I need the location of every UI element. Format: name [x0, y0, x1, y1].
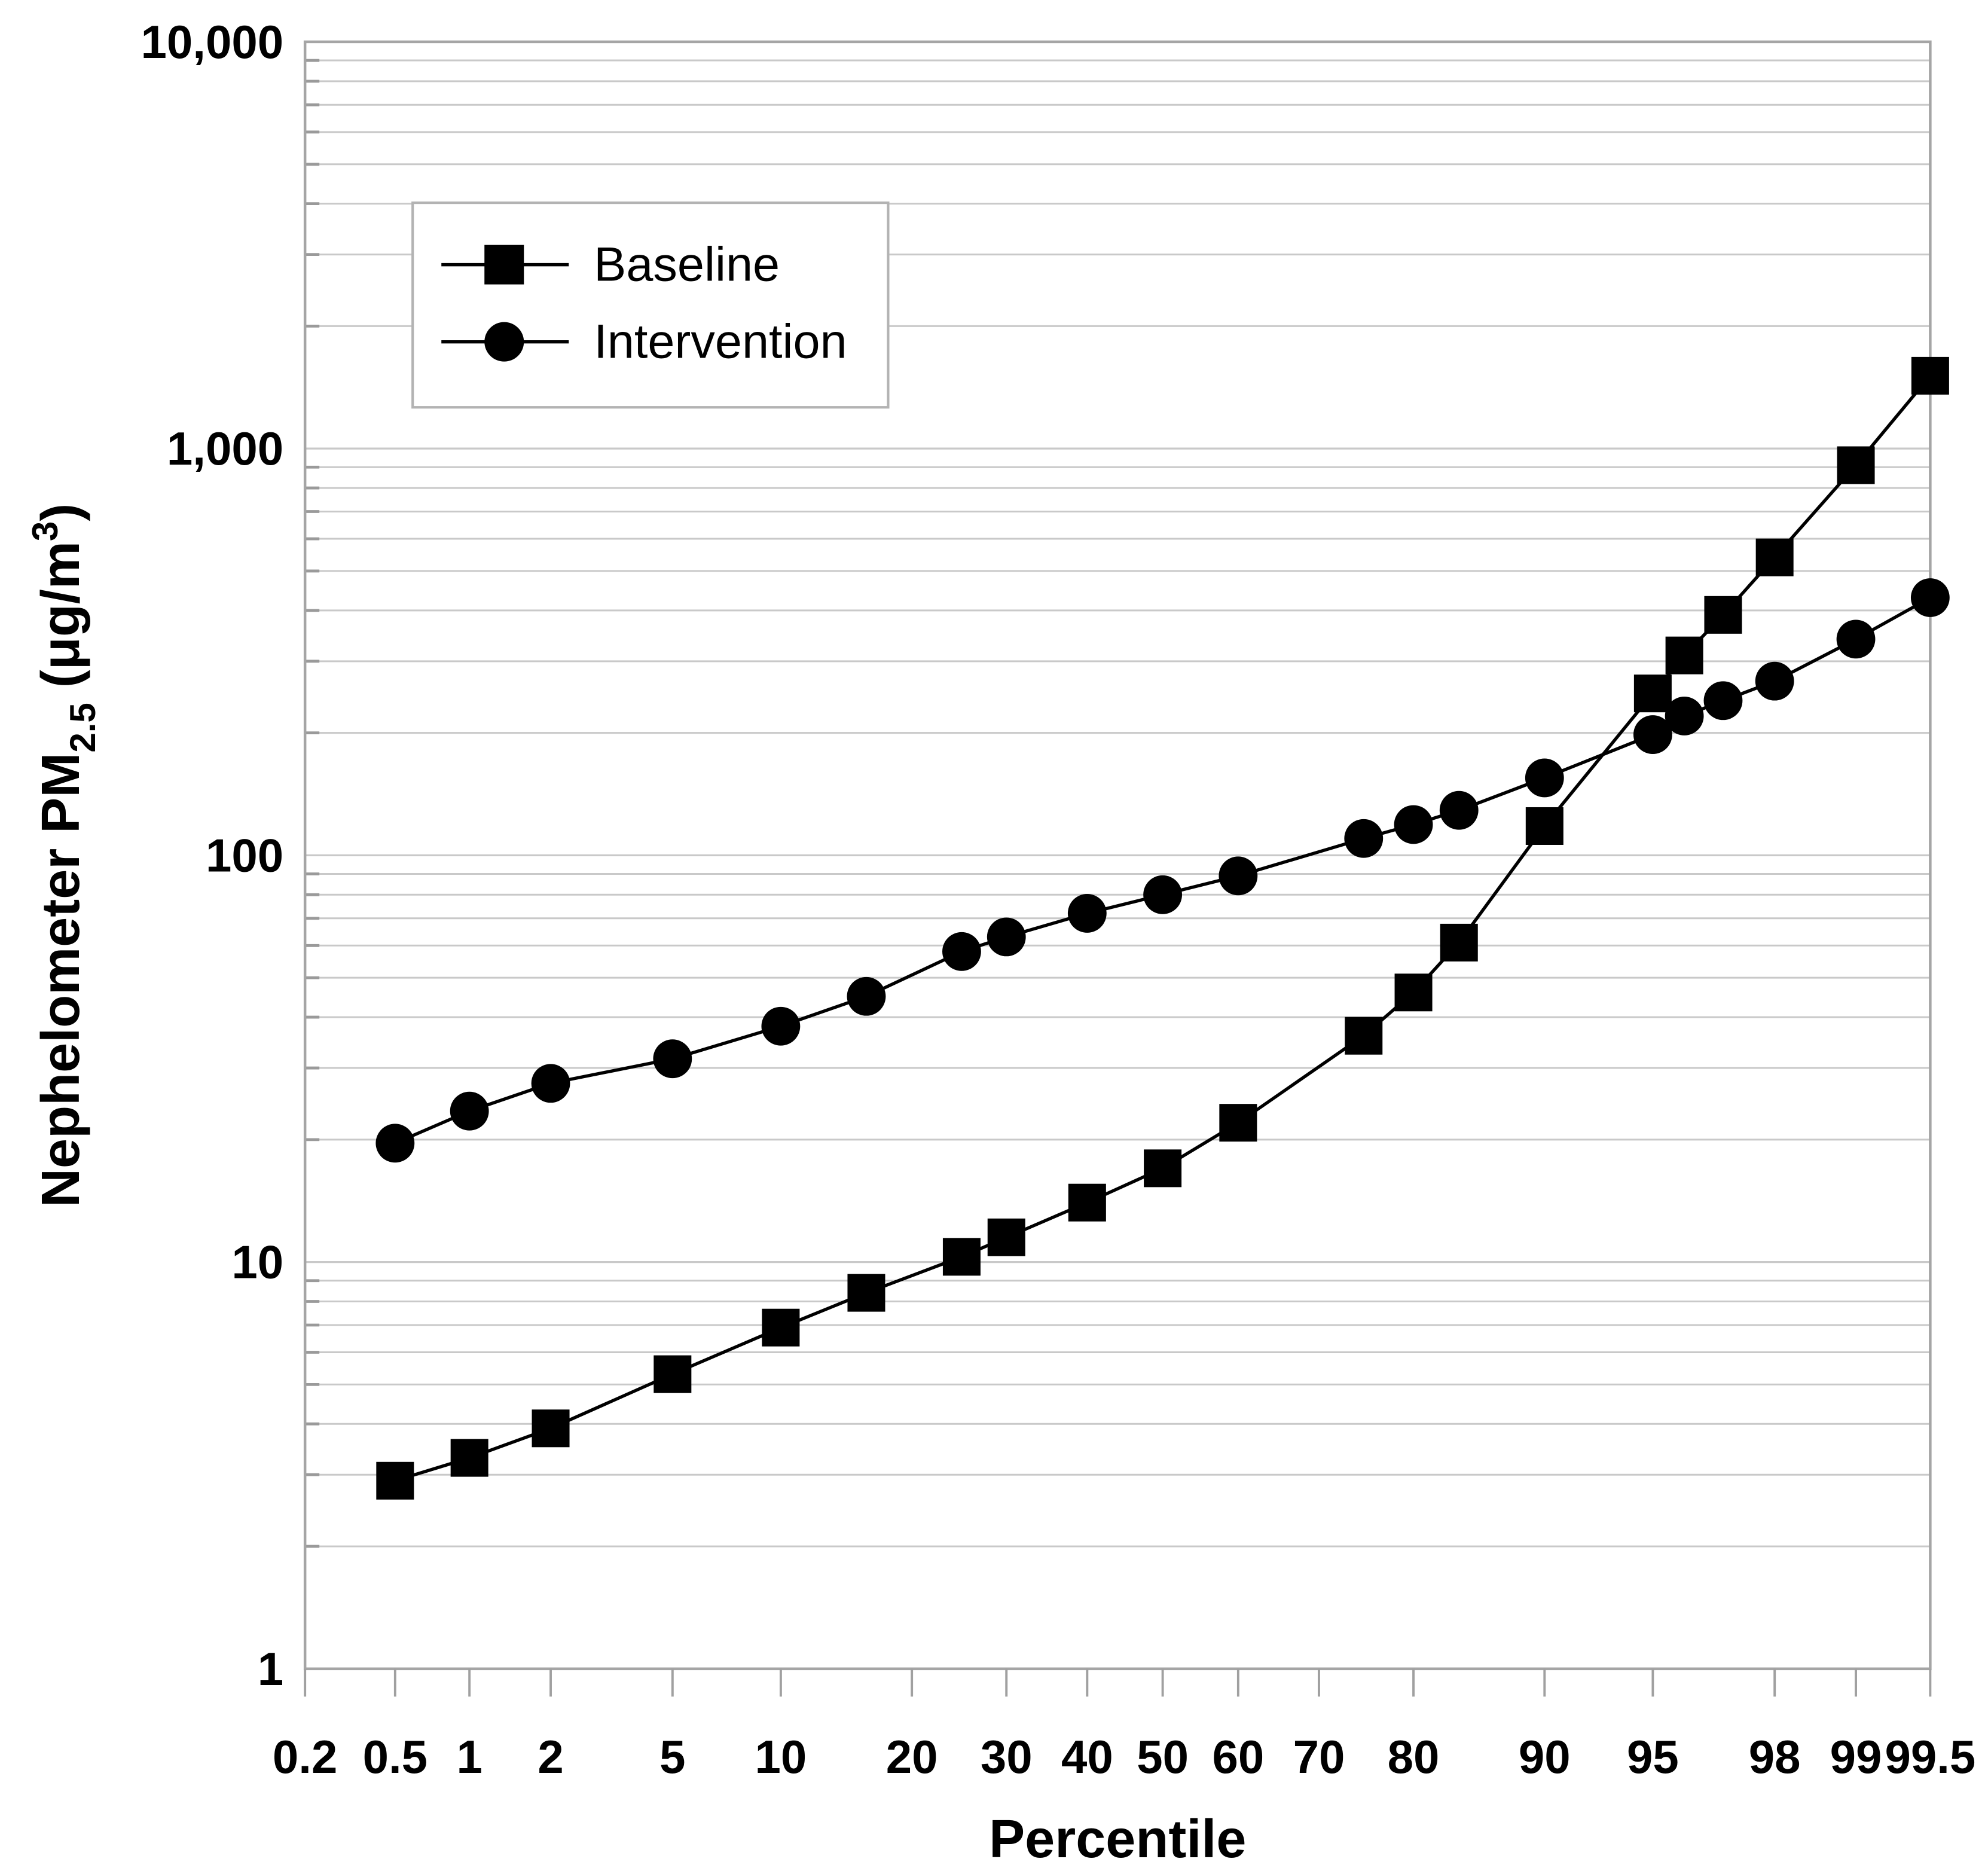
x-tick-label-60: 60: [1212, 1730, 1264, 1783]
y-axis-title-part: (μg/m: [31, 541, 91, 703]
y-axis-ticks: [305, 59, 320, 1548]
intervention-marker-circle: [450, 1091, 489, 1131]
gridlines: [305, 59, 1931, 1547]
intervention-marker-circle: [1067, 894, 1107, 933]
x-tick-label-70: 70: [1293, 1730, 1345, 1783]
baseline-marker-square: [987, 1218, 1025, 1256]
intervention-marker-circle: [1910, 578, 1950, 617]
x-tick-label-10: 10: [755, 1730, 807, 1783]
intervention-marker-circle: [1219, 856, 1258, 896]
baseline-marker-square: [1068, 1183, 1106, 1222]
x-axis-title: Percentile: [989, 1809, 1246, 1868]
x-tick-label-80: 80: [1388, 1730, 1440, 1783]
x-tick-label-2: 2: [538, 1730, 563, 1783]
y-tick-label-10: 10: [231, 1236, 283, 1289]
legend-item-baseline: Baseline: [441, 238, 780, 292]
legend-box: [411, 202, 890, 409]
baseline-marker-square: [1665, 636, 1703, 674]
y-axis-title: Nephelometer PM2.5 (μg/m3): [25, 503, 103, 1207]
baseline-marker-square: [376, 1461, 414, 1500]
plot-area-frame: [303, 40, 1932, 1671]
x-tick-label-30: 30: [981, 1730, 1033, 1783]
x-tick-label-0.2: 0.2: [273, 1730, 337, 1783]
baseline-marker-square: [1755, 538, 1794, 576]
intervention-marker-circle: [1525, 758, 1564, 798]
intervention-marker-circle: [531, 1064, 570, 1103]
baseline-marker-square: [1345, 1017, 1383, 1055]
intervention-marker-circle: [761, 1006, 801, 1046]
legend-circle-marker-icon: [484, 322, 524, 362]
baseline-marker-square: [847, 1274, 885, 1312]
legend-item-intervention: Intervention: [441, 315, 847, 369]
intervention-marker-circle: [1143, 875, 1183, 914]
baseline-series: [376, 356, 1949, 1500]
y-axis-title-part: ): [31, 503, 91, 521]
intervention-marker-circle: [653, 1039, 692, 1079]
baseline-marker-square: [1394, 973, 1433, 1012]
x-tick-label-1: 1: [456, 1730, 482, 1783]
intervention-marker-circle: [987, 917, 1026, 957]
intervention-marker-circle: [1836, 619, 1876, 659]
baseline-marker-square: [1837, 446, 1875, 484]
baseline-marker-square: [1440, 923, 1478, 962]
x-tick-label-99: 99: [1830, 1730, 1882, 1783]
y-axis-labels: 1 10 100 1,000 10,000: [141, 16, 284, 1695]
y-tick-label-10,000: 10,000: [141, 16, 284, 68]
y-axis-title-part: 2.5: [63, 703, 103, 752]
y-tick-label-1: 1: [258, 1643, 283, 1695]
x-tick-label-90: 90: [1519, 1730, 1571, 1783]
intervention-marker-circle: [1394, 805, 1433, 844]
intervention-marker-circle: [1344, 819, 1384, 858]
intervention-series: [375, 578, 1950, 1163]
baseline-marker-square: [450, 1439, 488, 1477]
intervention-marker-circle: [942, 932, 981, 971]
x-tick-label-50: 50: [1137, 1730, 1189, 1783]
baseline-marker-square: [1704, 596, 1742, 634]
baseline-marker-square: [1525, 807, 1563, 845]
baseline-marker-square: [653, 1355, 692, 1393]
y-tick-label-1,000: 1,000: [167, 422, 283, 475]
baseline-marker-square: [1911, 356, 1949, 395]
x-axis-ticks: 0.2 0.5 1 2 5 10 20 30 40 50 60 70 80 90 95 98 99 99.5: [273, 1668, 1975, 1783]
legend-label-intervention: Intervention: [594, 315, 847, 369]
x-tick-label-99.5: 99.5: [1885, 1730, 1975, 1783]
baseline-marker-square: [1144, 1149, 1182, 1188]
intervention-marker-circle: [1633, 715, 1672, 754]
baseline-marker-square: [1633, 674, 1672, 713]
intervention-marker-circle: [1439, 790, 1479, 830]
legend-square-marker-icon: [484, 245, 524, 285]
intervention-marker-circle: [1703, 681, 1743, 721]
baseline-marker-square: [1219, 1104, 1257, 1142]
y-tick-label-100: 100: [206, 829, 283, 881]
intervention-marker-circle: [847, 976, 886, 1016]
legend-label-baseline: Baseline: [594, 238, 780, 292]
legend: Baseline Intervention: [411, 202, 890, 409]
x-tick-label-40: 40: [1061, 1730, 1113, 1783]
intervention-marker-circle: [375, 1124, 415, 1163]
baseline-marker-square: [942, 1238, 981, 1276]
intervention-marker-circle: [1665, 697, 1704, 735]
intervention-marker-circle: [1755, 661, 1794, 701]
y-axis-title-part: Nephelometer PM: [31, 753, 91, 1207]
baseline-marker-square: [762, 1308, 800, 1347]
x-tick-label-5: 5: [659, 1730, 685, 1783]
x-tick-label-0.5: 0.5: [363, 1730, 427, 1783]
y-axis-title-part: 3: [25, 521, 65, 541]
x-tick-label-20: 20: [886, 1730, 938, 1783]
x-tick-label-95: 95: [1627, 1730, 1679, 1783]
baseline-marker-square: [532, 1409, 570, 1448]
x-tick-label-98: 98: [1749, 1730, 1801, 1783]
